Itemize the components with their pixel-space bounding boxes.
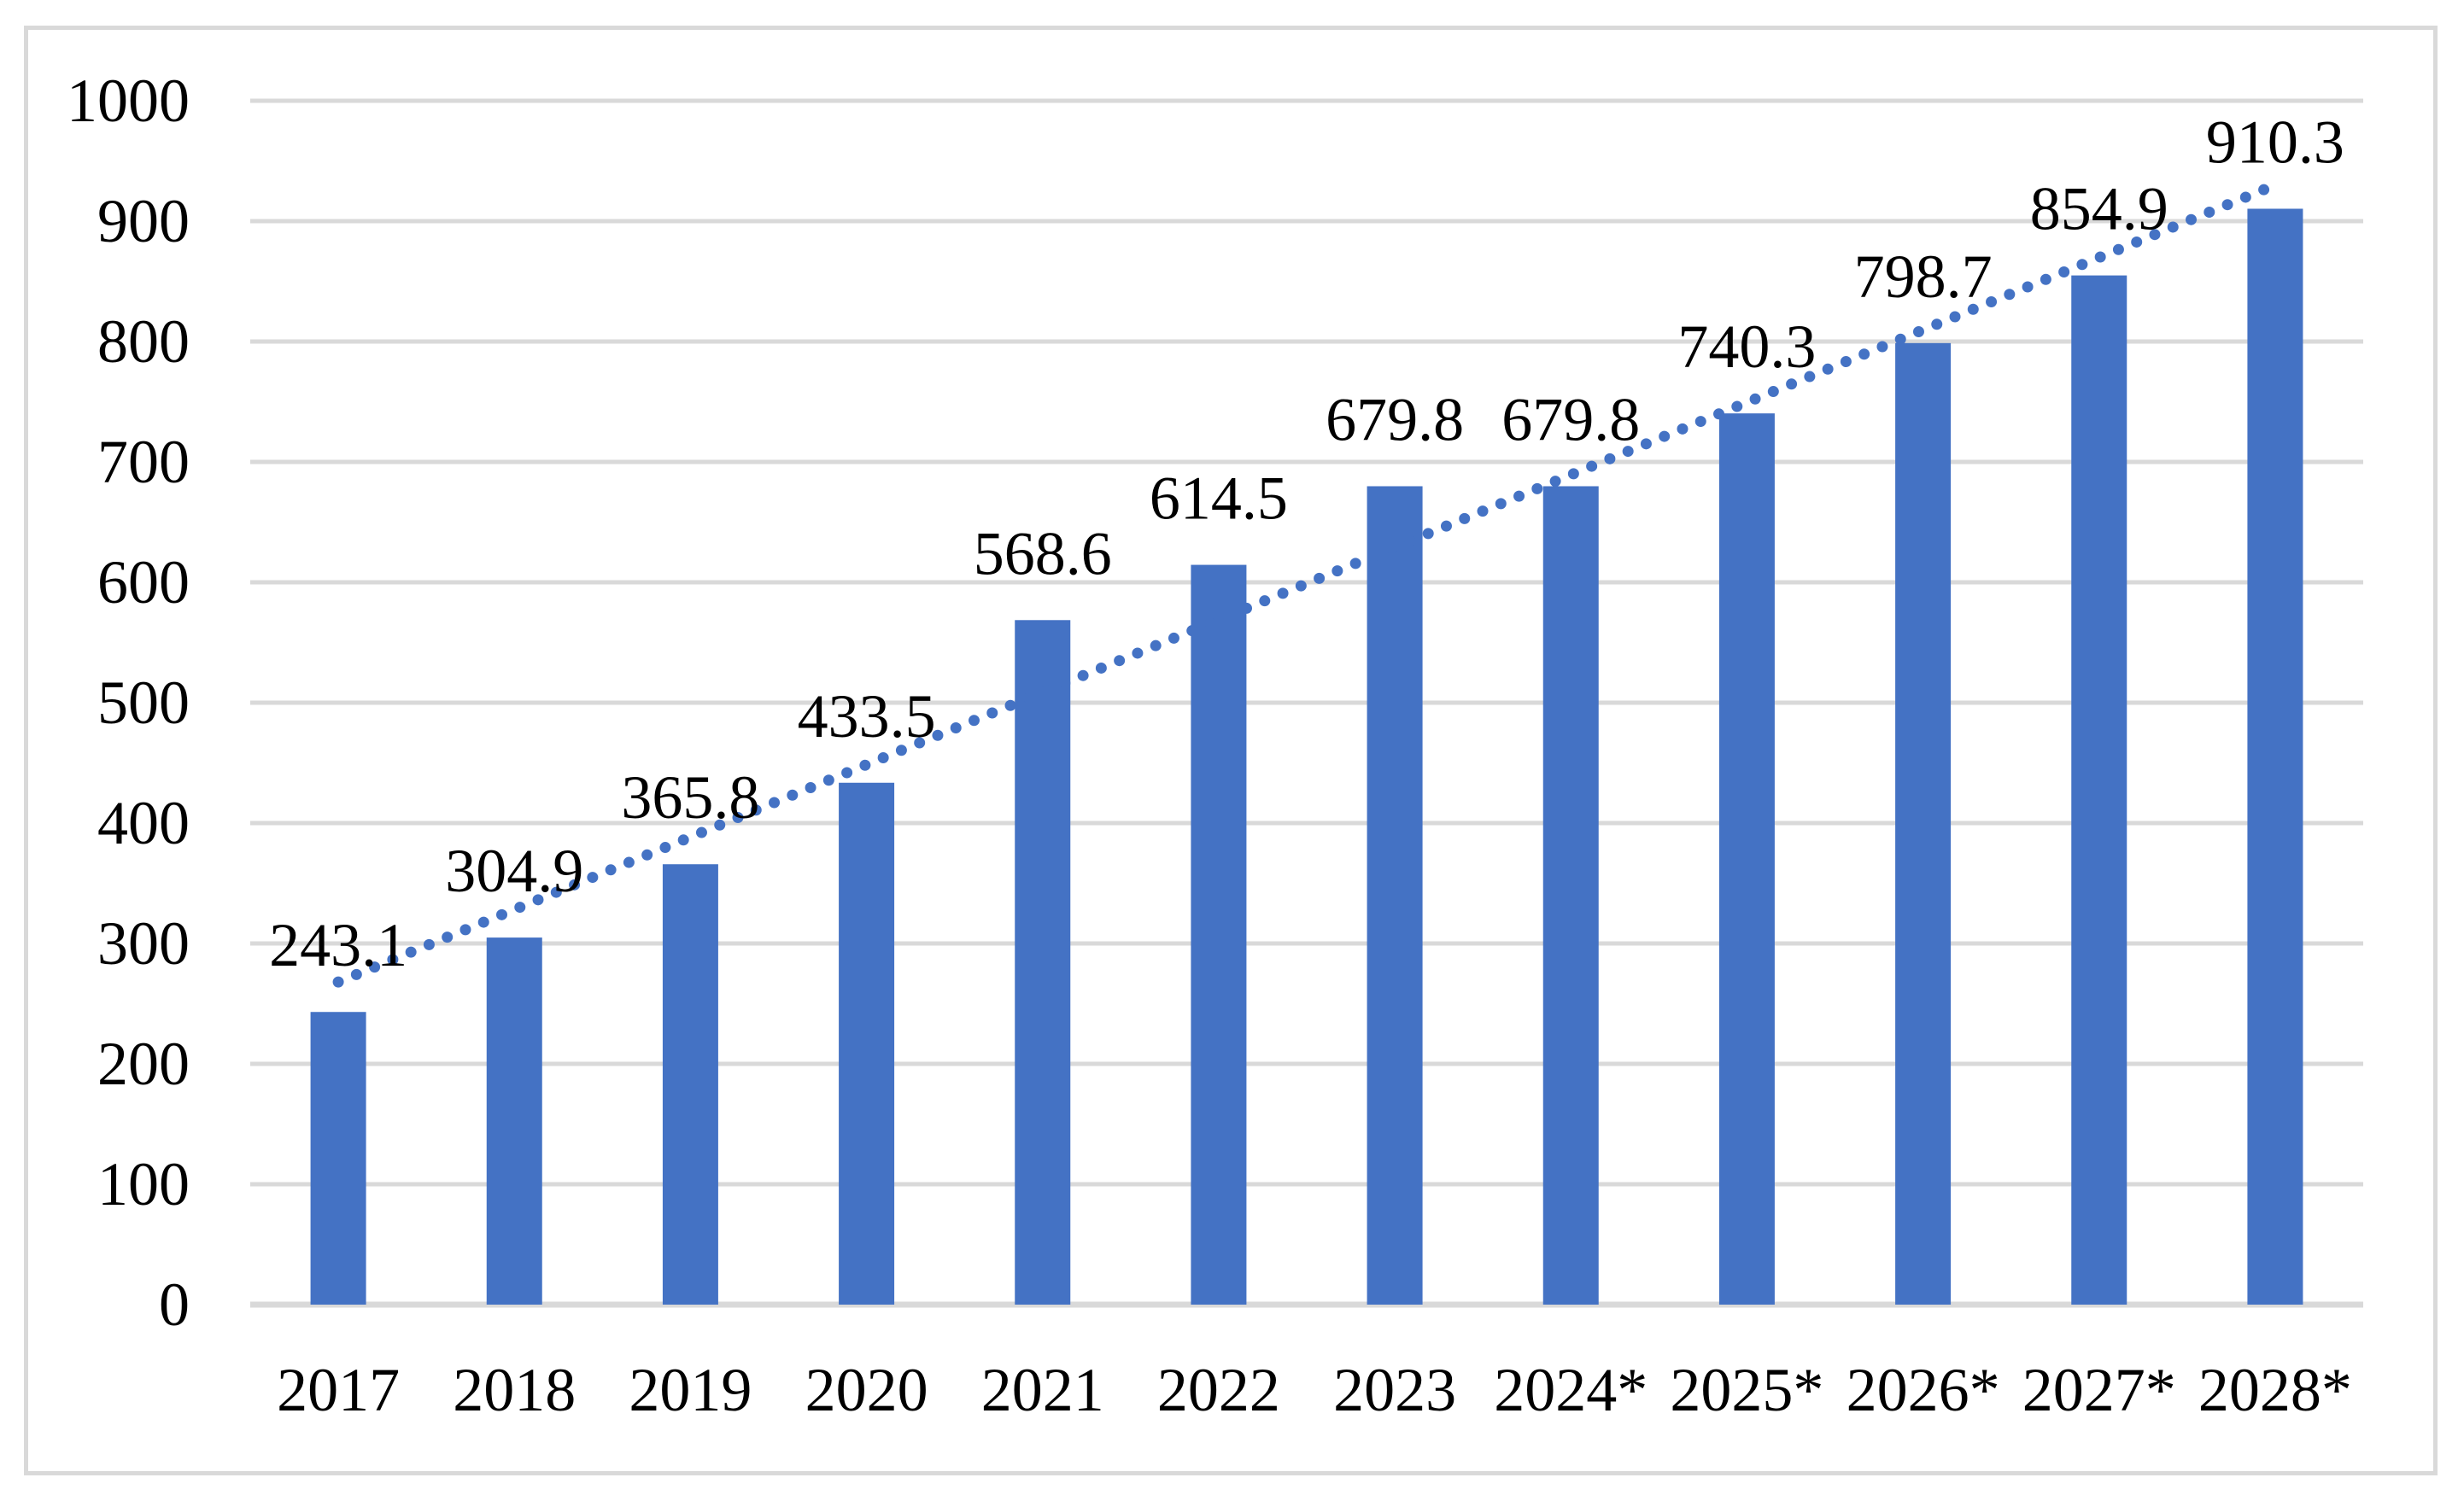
x-tick-label-2025*: 2025* [1670, 1356, 1823, 1424]
bar-2021 [1015, 620, 1071, 1305]
x-tick-label-2026*: 2026* [1847, 1356, 2000, 1424]
x-tick-label-2023: 2023 [1333, 1356, 1456, 1424]
bar-2028* [2247, 208, 2303, 1305]
y-tick-label-100: 100 [97, 1150, 190, 1218]
y-tick-label-0: 0 [159, 1270, 190, 1339]
x-tick-label-2028*: 2028* [2198, 1356, 2352, 1424]
x-tick-label-2022: 2022 [1157, 1356, 1280, 1424]
data-label-2025*: 740.3 [1677, 312, 1816, 381]
bar-2027* [2071, 275, 2127, 1305]
chart-border [24, 26, 2438, 1475]
trendline [332, 179, 2281, 988]
x-tick-label-2021: 2021 [981, 1356, 1104, 1424]
y-tick-label-600: 600 [97, 548, 190, 616]
data-label-2022: 614.5 [1150, 464, 1288, 533]
data-label-2017: 243.1 [269, 911, 407, 979]
y-tick-label-900: 900 [97, 187, 190, 255]
y-tick-label-500: 500 [97, 669, 190, 737]
data-label-2024*: 679.8 [1501, 385, 1640, 453]
y-tick-label-800: 800 [97, 307, 190, 376]
data-label-2021: 568.6 [974, 519, 1112, 587]
data-label-2028*: 910.3 [2206, 108, 2344, 176]
x-tick-label-2017: 2017 [277, 1356, 400, 1424]
y-tick-label-1000: 1000 [67, 67, 190, 135]
bar-2026* [1895, 342, 1952, 1305]
y-tick-label-200: 200 [97, 1030, 190, 1098]
y-tick-label-400: 400 [97, 789, 190, 857]
bar-2024* [1542, 486, 1599, 1305]
data-label-2027*: 854.9 [2030, 175, 2168, 243]
y-tick-label-700: 700 [97, 428, 190, 496]
bar-2020 [839, 782, 895, 1305]
data-label-2026*: 798.7 [1854, 242, 1993, 311]
x-tick-label-2020: 2020 [805, 1356, 928, 1424]
x-tick-label-2027*: 2027* [2022, 1356, 2176, 1424]
bar-2022 [1191, 564, 1247, 1305]
y-tick-label-300: 300 [97, 909, 190, 978]
x-tick-label-2018: 2018 [453, 1356, 576, 1424]
bar-2018 [486, 937, 542, 1305]
data-label-2023: 679.8 [1326, 385, 1464, 453]
data-label-2018: 304.9 [445, 837, 583, 905]
bar-2019 [662, 864, 718, 1305]
bar-2023 [1367, 486, 1423, 1305]
bar-2025* [1718, 413, 1775, 1305]
x-tick-label-2019: 2019 [629, 1356, 752, 1424]
x-tick-label-2024*: 2024* [1494, 1356, 1648, 1424]
bar-2017 [310, 1012, 366, 1305]
data-label-2020: 433.5 [798, 682, 936, 750]
data-label-2019: 365.8 [621, 763, 759, 832]
